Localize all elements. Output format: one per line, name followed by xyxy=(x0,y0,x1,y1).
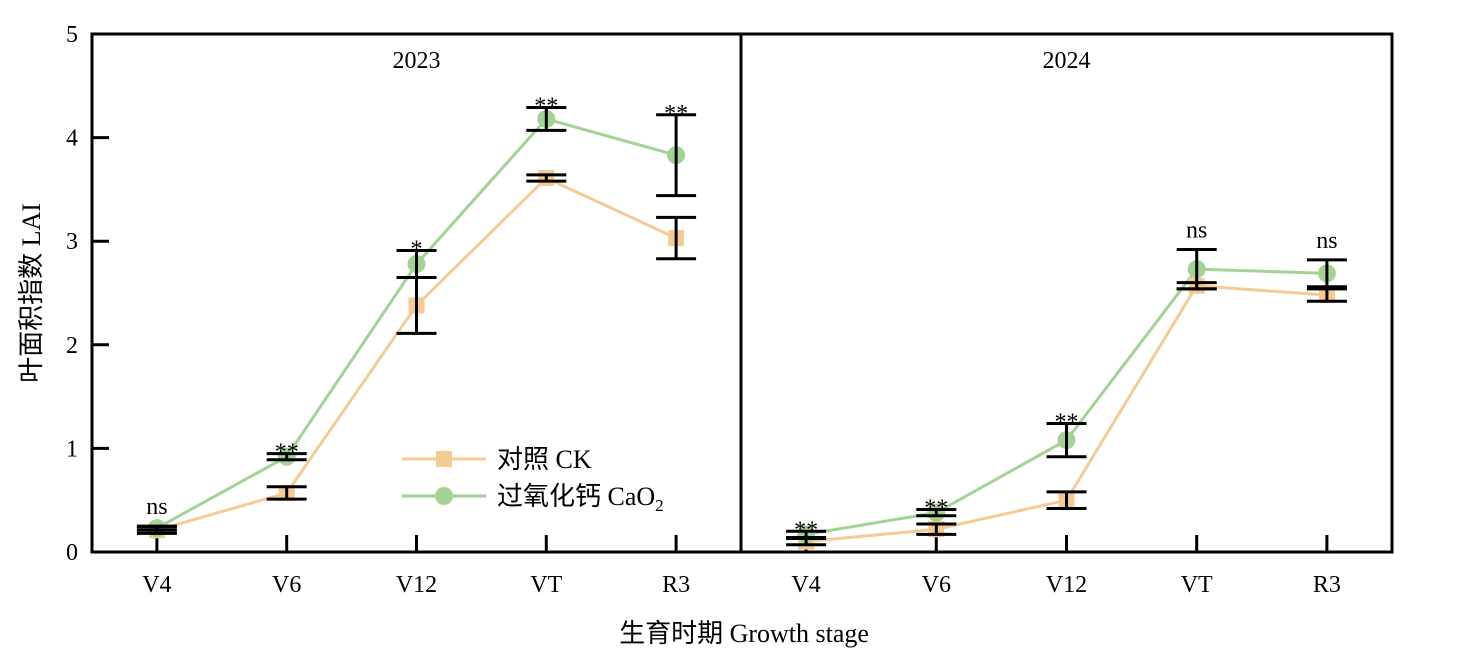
significance-label: ns xyxy=(146,494,167,520)
panel-title: 2023 xyxy=(393,48,441,74)
x-tick-label: V12 xyxy=(396,572,437,598)
y-axis: 0 1 2 3 4 5 xyxy=(66,22,109,566)
x-tick-label: V6 xyxy=(922,572,951,598)
legend-label: 对照 CK xyxy=(497,445,592,474)
y-tick-label: 4 xyxy=(66,126,78,152)
legend-marker-square xyxy=(436,451,452,467)
legend-label: 过氧化钙 CaO2 xyxy=(497,482,664,515)
x-tick-label: V6 xyxy=(272,572,301,598)
panel-2024: 2024 V4 V6 V12 VT R3 ** ** ** ns ns xyxy=(786,48,1347,598)
legend-marker-circle xyxy=(435,487,453,505)
significance-label: ** xyxy=(664,101,688,127)
x-tick-label: R3 xyxy=(662,572,690,598)
significance-label: * xyxy=(411,237,423,263)
x-tick-label: V12 xyxy=(1046,572,1087,598)
significance-label: ** xyxy=(794,517,818,543)
y-tick-label: 0 xyxy=(66,540,78,566)
x-tick-label: VT xyxy=(530,572,562,598)
y-tick-label: 5 xyxy=(66,22,78,48)
y-tick-label: 2 xyxy=(66,333,78,359)
legend: 对照 CK 过氧化钙 CaO2 xyxy=(402,445,664,515)
significance-label: ** xyxy=(924,496,948,522)
significance-label: ** xyxy=(534,94,558,120)
legend-item-1: 过氧化钙 CaO2 xyxy=(402,482,664,515)
y-tick-label: 3 xyxy=(66,229,78,255)
x-tick-label: VT xyxy=(1181,572,1213,598)
x-tick-label: V4 xyxy=(791,572,820,598)
significance-label: ** xyxy=(1055,410,1079,436)
y-axis-title: 叶面积指数 LAI xyxy=(17,203,46,383)
x-tick-label: V4 xyxy=(142,572,171,598)
panel-title: 2024 xyxy=(1043,48,1091,74)
series-line-0 xyxy=(156,176,677,532)
significance-label: ns xyxy=(1186,217,1207,243)
x-axis-title: 生育时期 Growth stage xyxy=(619,619,869,648)
legend-item-0: 对照 CK xyxy=(402,445,592,474)
y-tick-label: 1 xyxy=(66,436,78,462)
significance-label: ** xyxy=(275,440,299,466)
plot-frame xyxy=(90,32,1394,554)
legend-subscript: 2 xyxy=(655,496,664,515)
significance-label: ns xyxy=(1316,228,1337,254)
x-tick-label: R3 xyxy=(1313,572,1341,598)
